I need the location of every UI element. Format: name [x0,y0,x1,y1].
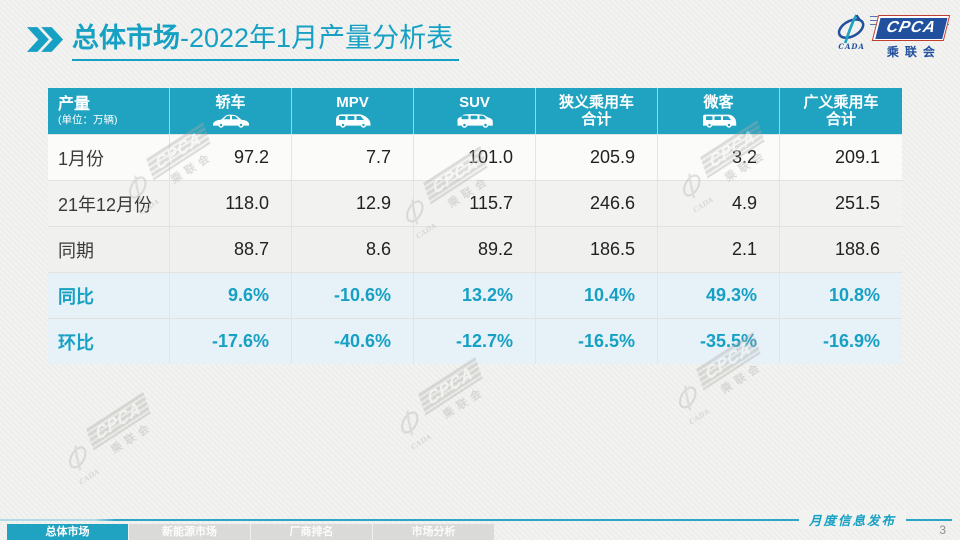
watermark-swirl-icon [679,385,697,411]
row-label: 21年12月份 [48,180,170,226]
table-cell: 118.0 [170,180,292,226]
footer-divider [0,519,952,521]
table-cell: 89.2 [414,226,536,272]
title-highlight: 总体市场 [72,23,180,53]
watermark-swirl-icon [401,410,419,436]
watermark-swirl-icon [69,445,87,471]
production-table: 产量 (单位：万辆) 轿车 MPV SUV 狭义乘用车 合计 微客 广义乘用车 合计 1月份 97.2… [48,88,902,364]
unit-note: (单位：万辆) [58,113,118,126]
row-label: 环比 [48,318,170,364]
table-cell: 205.9 [536,134,658,180]
table-cell: 88.7 [170,226,292,272]
table-cell: 2.1 [658,226,780,272]
watermark-text: CPCA 乘联会 [416,356,495,429]
title-row: 总体市场-2022年1月产量分析表 [26,23,460,61]
column-header-label: 轿车 [215,94,246,112]
column-header: 产量 (单位：万辆) [48,88,170,134]
double-chevron-icon [26,27,64,52]
table-cell: 8.6 [292,226,414,272]
page-number: 3 [939,523,946,537]
bottom-tab-4[interactable]: 市场分析 [373,524,494,540]
cpca-watermark: CPCA 乘联会 CADA [55,391,163,487]
cpca-box: CPCA [871,15,951,41]
row-label: 1月份 [48,134,170,180]
table-cell: 12.9 [292,180,414,226]
table-cell: 186.5 [536,226,658,272]
sedan-icon [211,113,251,128]
column-header-label: 合计 [825,111,856,128]
microvan-icon [699,113,739,128]
association-name: 乘联会 [886,45,941,59]
cpca-text: CPCA [874,17,948,39]
bottom-tab-bar: 总体市场 新能源市场 厂商排名 市场分析 [7,524,494,540]
table-cell: 209.1 [780,134,902,180]
suv-icon [455,113,495,128]
column-header-label: MPV [336,94,369,112]
column-header: SUV [414,88,536,134]
column-header-label: 广义乘用车 [803,93,879,111]
title-rest: -2022年1月产量分析表 [180,23,454,53]
cpca-logo: CADA CPCA 乘联会 [834,13,951,60]
bottom-tab-3[interactable]: 厂商排名 [251,524,372,540]
page-title: 总体市场-2022年1月产量分析表 [72,23,460,61]
column-header: 广义乘用车 合计 [780,88,902,134]
table-cell: 13.2% [414,272,536,318]
column-header: 微客 [658,88,780,134]
cpca-swirl-icon [837,14,865,44]
table-cell: -10.6% [292,272,414,318]
watermark-text: CPCA 乘联会 [84,391,163,464]
table-cell: 251.5 [780,180,902,226]
table-cell: 188.6 [780,226,902,272]
table-cell: -17.6% [170,318,292,364]
column-header: MPV [292,88,414,134]
mpv-icon [333,113,373,128]
table-cell: -16.9% [780,318,902,364]
row-label: 同期 [48,226,170,272]
table-cell: 9.6% [170,272,292,318]
table-cell: 97.2 [170,134,292,180]
table-cell: 10.8% [780,272,902,318]
column-header-label: SUV [459,94,490,112]
table-cell: -12.7% [414,318,536,364]
cpca-wordmark: CPCA 乘联会 [869,13,951,60]
cada-text: CADA [838,42,865,51]
column-header-label: 产量 [58,95,91,113]
bottom-tab-2[interactable]: 新能源市场 [129,524,250,540]
cpca-logo-mark: CADA [834,13,870,51]
column-header-label: 微客 [703,94,734,112]
table-cell: 49.3% [658,272,780,318]
row-label: 同比 [48,272,170,318]
footer-caption: 月度信息发布 [798,510,906,529]
column-header-label: 合计 [581,111,612,128]
table-cell: 101.0 [414,134,536,180]
column-header: 轿车 [170,88,292,134]
table-cell: 10.4% [536,272,658,318]
table-cell: -16.5% [536,318,658,364]
column-header-label: 狭义乘用车 [558,93,634,111]
bottom-tab-1[interactable]: 总体市场 [7,524,128,540]
table-cell: 246.6 [536,180,658,226]
cpca-watermark: CPCA 乘联会 CADA [387,356,495,452]
table-cell: 115.7 [414,180,536,226]
table-cell: 3.2 [658,134,780,180]
table-cell: 4.9 [658,180,780,226]
table-cell: 7.7 [292,134,414,180]
table-cell: -35.5% [658,318,780,364]
column-header: 狭义乘用车 合计 [536,88,658,134]
table-cell: -40.6% [292,318,414,364]
